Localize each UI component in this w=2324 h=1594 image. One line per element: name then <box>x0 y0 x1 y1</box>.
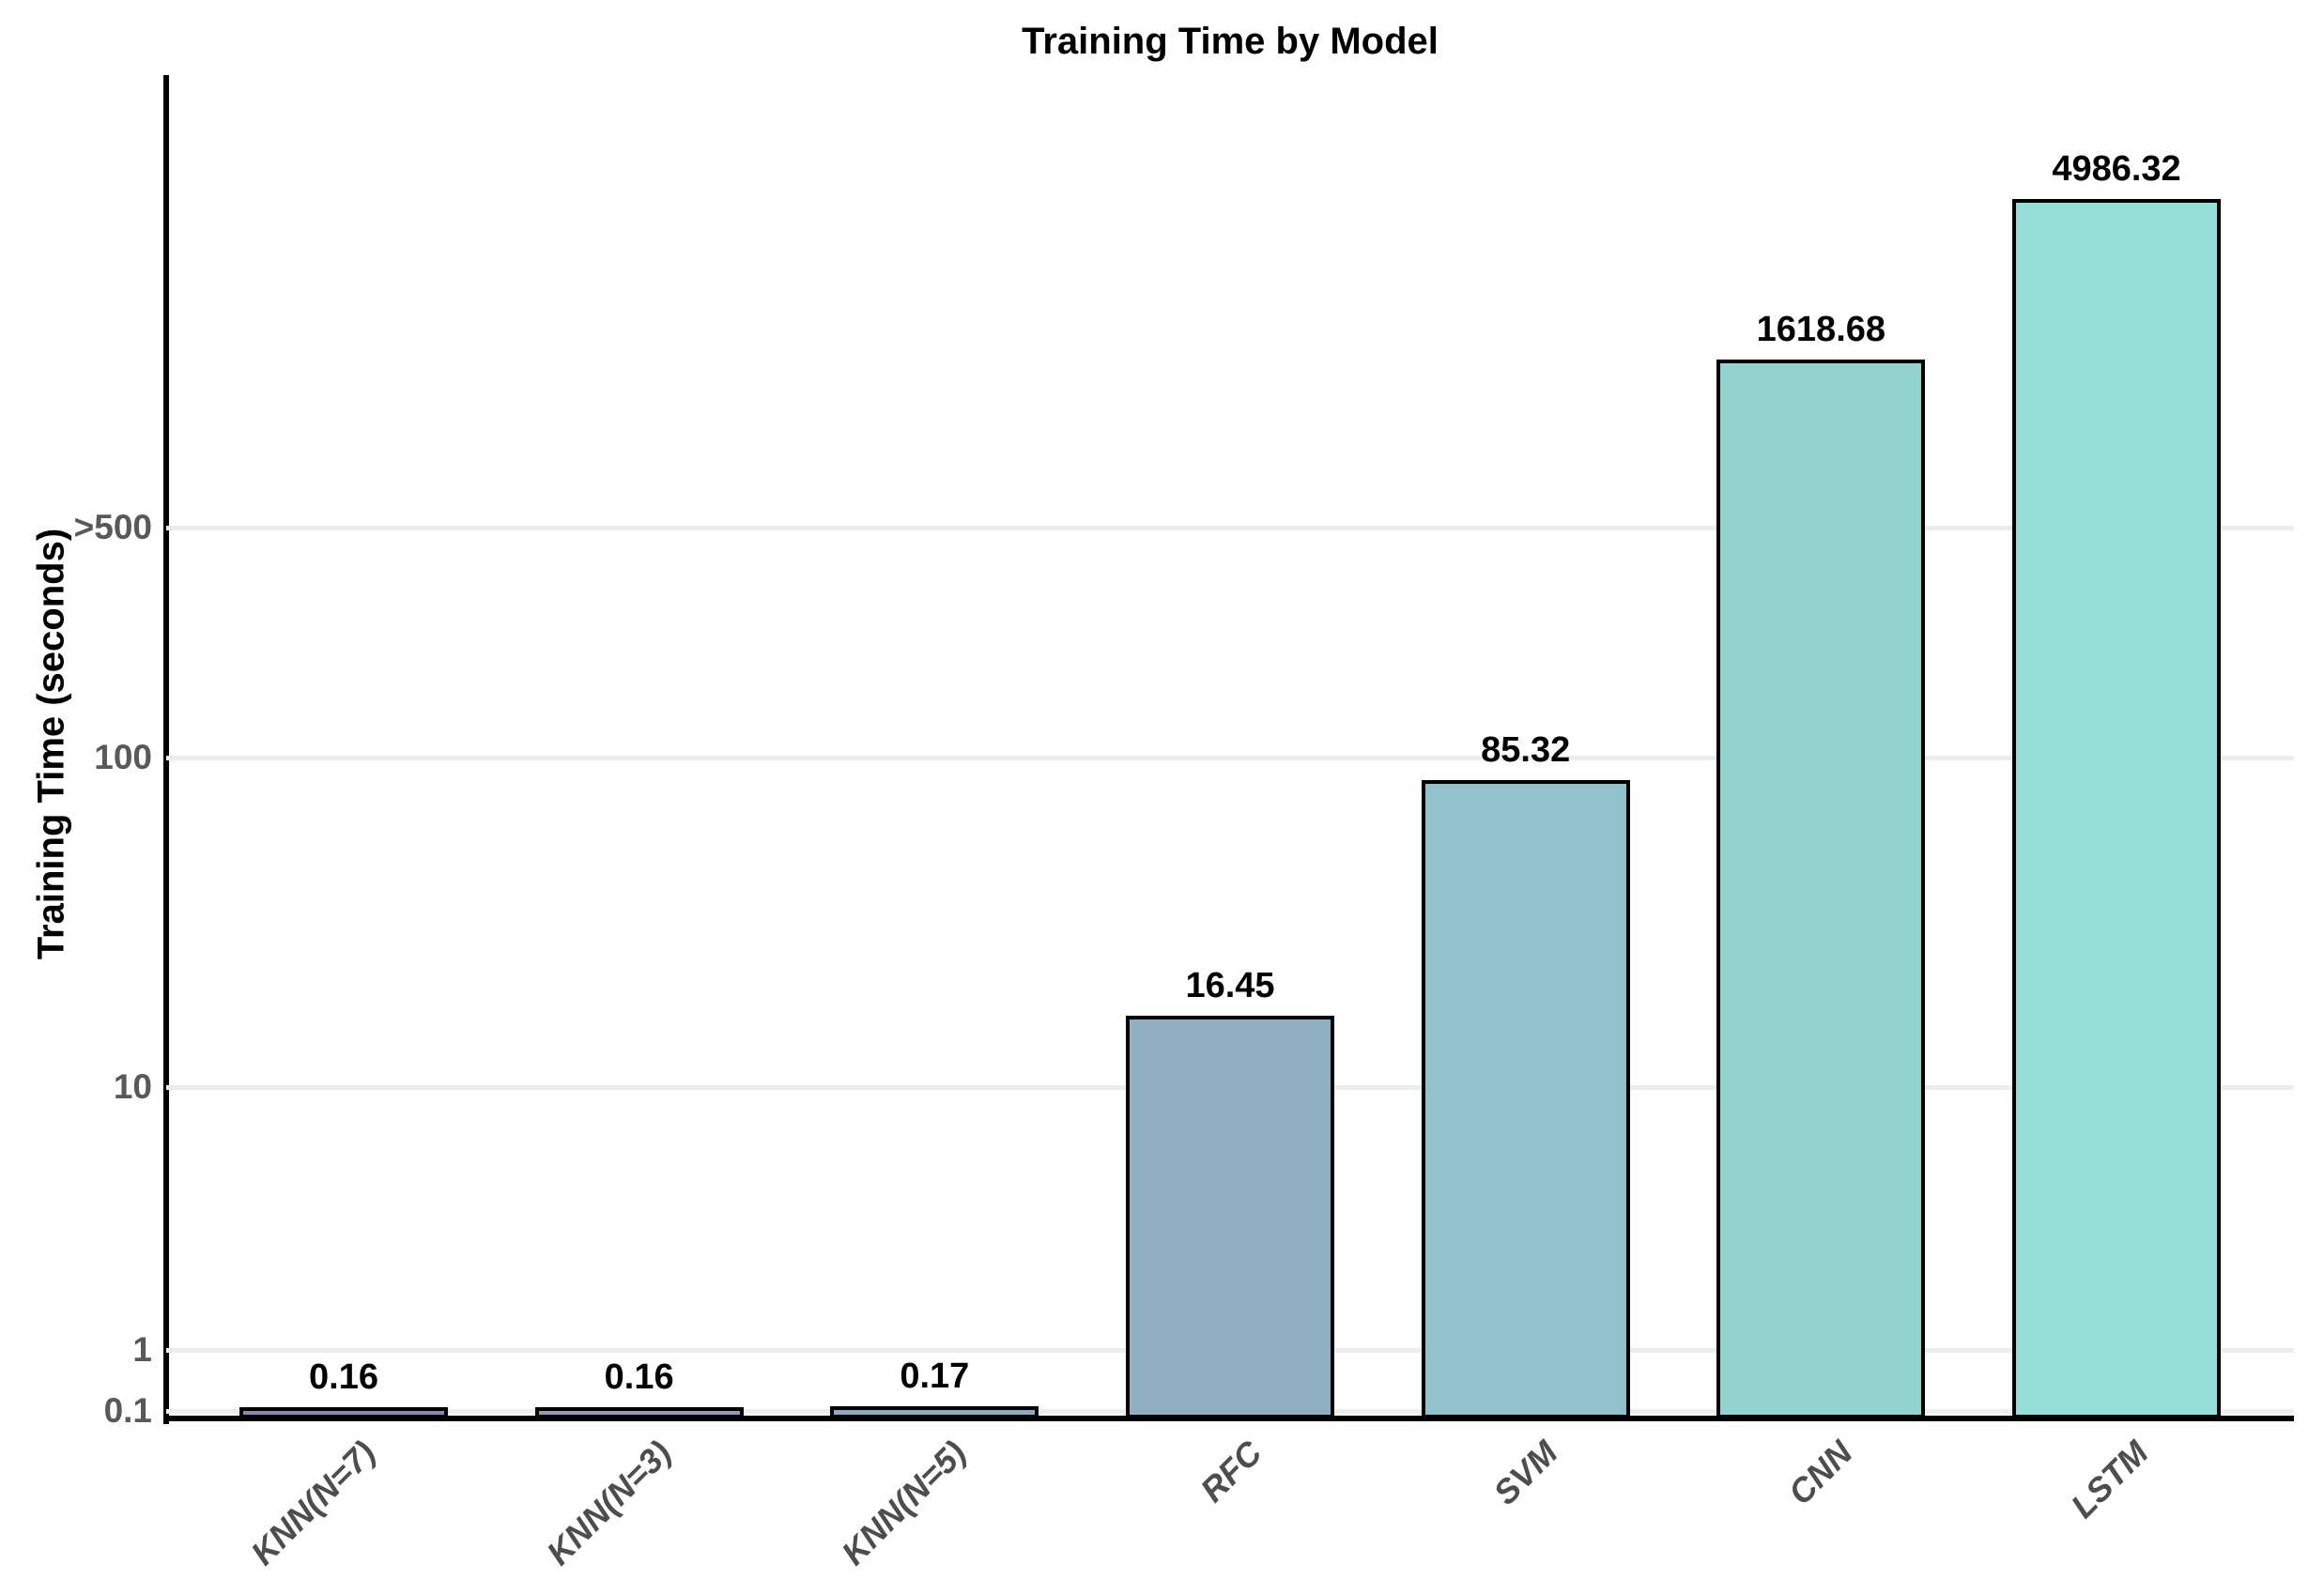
y-tick-label-100: 100 <box>94 738 152 776</box>
bar-value-label-svm: 85.32 <box>1481 730 1571 771</box>
x-tick-label-rfc: RFC <box>1193 1433 1270 1510</box>
x-tick-label-knn-n-5: KNN(N=5) <box>834 1433 974 1573</box>
x-axis-spine <box>163 1416 2294 1421</box>
bar-value-label-cnn: 1618.68 <box>1756 310 1886 350</box>
bar-lstm <box>2012 198 2222 1418</box>
chart-title: Training Time by Model <box>1022 21 1439 62</box>
x-tick-label-knn-n-3: KNN(N=3) <box>538 1433 679 1573</box>
y-axis-spine <box>163 75 169 1424</box>
bar-value-label-lstm: 4986.32 <box>2052 148 2181 189</box>
x-tick-label-cnn: CNN <box>1780 1433 1860 1512</box>
bar-value-label-rfc: 16.45 <box>1185 966 1275 1006</box>
y-tick-label-500: >500 <box>73 508 152 546</box>
x-tick-label-knn-n-7: KNN(N=7) <box>243 1433 383 1573</box>
gridline-100 <box>166 756 2294 760</box>
bar-svm <box>1421 780 1630 1418</box>
x-tick-label-lstm: LSTM <box>2063 1433 2156 1525</box>
y-tick-label-1: 1 <box>132 1330 152 1369</box>
bar-knn-n-3 <box>534 1406 744 1418</box>
y-tick-label-10: 10 <box>113 1067 152 1106</box>
gridline-500 <box>166 526 2294 530</box>
x-tick-label-svm: SVM <box>1485 1433 1565 1512</box>
bar-knn-n-5 <box>830 1405 1039 1418</box>
bar-cnn <box>1716 360 1926 1418</box>
bar-knn-n-7 <box>239 1406 448 1418</box>
y-tick-label-0-1: 0.1 <box>103 1391 152 1430</box>
bar-rfc <box>1126 1016 1334 1418</box>
bar-value-label-knn-n-5: 0.17 <box>900 1356 970 1396</box>
bar-value-label-knn-n-3: 0.16 <box>604 1356 674 1397</box>
bar-value-label-knn-n-7: 0.16 <box>309 1356 378 1397</box>
